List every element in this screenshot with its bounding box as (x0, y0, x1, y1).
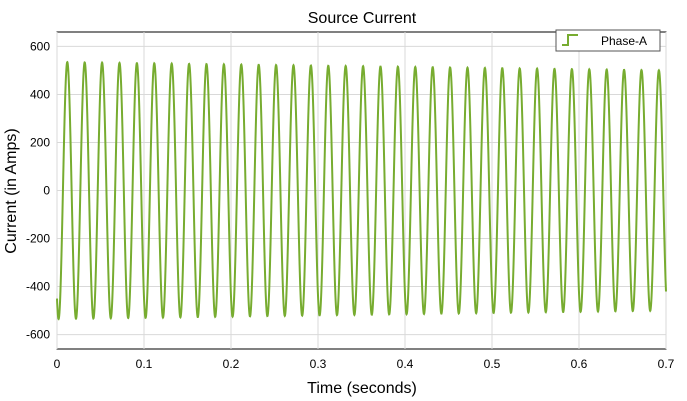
y-tick-label: -400 (26, 280, 50, 294)
y-tick-label: 0 (43, 184, 50, 198)
x-tick-label: 0.2 (223, 357, 240, 371)
chart-title: Source Current (308, 10, 417, 27)
y-ticks: -600 -400 -200 0 200 400 600 (26, 39, 50, 341)
x-axis-label: Time (seconds) (307, 380, 417, 397)
y-tick-label: 200 (30, 135, 50, 149)
y-axis-label: Current (in Amps) (3, 128, 20, 253)
series-line-phase-a (56, 60, 667, 321)
y-tick-label: 600 (30, 39, 50, 53)
y-tick-label: -200 (26, 232, 50, 246)
x-ticks: 0 0.1 0.2 0.3 0.4 0.5 0.6 0.7 (54, 357, 675, 371)
x-tick-label: 0.4 (397, 357, 414, 371)
y-tick-label: 400 (30, 87, 50, 101)
legend-box (555, 29, 661, 52)
legend: Phase-A (555, 29, 661, 52)
x-tick-label: 0.7 (658, 357, 675, 371)
series-lines (56, 60, 667, 321)
legend-label-phase-a: Phase-A (601, 34, 647, 48)
x-tick-label: 0.1 (136, 357, 153, 371)
x-tick-label: 0.3 (310, 357, 327, 371)
x-tick-label: 0.6 (571, 357, 588, 371)
x-tick-label: 0.5 (484, 357, 501, 371)
x-tick-label: 0 (54, 357, 61, 371)
legend-swatch-phase-a (562, 34, 578, 46)
y-tick-label: -600 (26, 328, 50, 342)
